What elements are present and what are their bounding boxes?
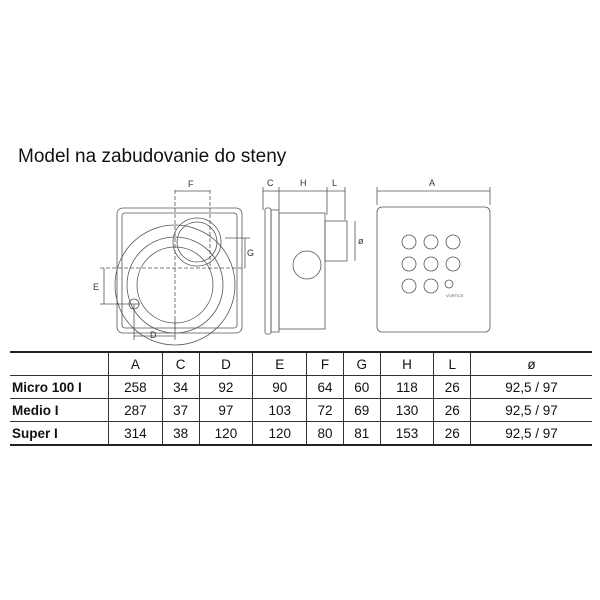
- table-header-row: A C D E F G H L ø: [10, 351, 592, 376]
- cell: 120: [198, 421, 254, 446]
- cell: 81: [342, 421, 381, 446]
- header-cell: ø: [470, 351, 592, 376]
- cell: 118: [379, 375, 435, 399]
- cell: 69: [342, 398, 381, 422]
- cell: 92,5 / 97: [470, 398, 592, 422]
- cell: 38: [161, 421, 200, 446]
- cell: 92: [198, 375, 254, 399]
- cell: 130: [379, 398, 435, 422]
- header-cell: G: [342, 351, 381, 376]
- model-name: Medio I: [10, 398, 109, 422]
- cell: 314: [108, 421, 163, 446]
- technical-drawings: F G E D C H L ø A VORTICE: [93, 178, 491, 346]
- cell: 90: [252, 375, 308, 399]
- cell: 103: [252, 398, 308, 422]
- header-cell: L: [433, 351, 472, 376]
- cell: 34: [161, 375, 200, 399]
- vortice-logo: VORTICE: [446, 293, 464, 298]
- table-row: Medio I 287 37 97 103 72 69 130 26 92,5 …: [10, 398, 592, 422]
- header-cell: C: [161, 351, 200, 376]
- dim-label-f: F: [188, 179, 194, 189]
- cell: 287: [108, 398, 163, 422]
- header-cell: A: [108, 351, 163, 376]
- dim-label-d: D: [150, 330, 157, 340]
- cover-view-drawing: [376, 187, 491, 333]
- side-view-drawing: [262, 187, 356, 335]
- cell: 64: [306, 375, 344, 399]
- cell: 92,5 / 97: [470, 421, 592, 446]
- header-cell: E: [252, 351, 308, 376]
- header-cell: F: [306, 351, 344, 376]
- cell: 153: [379, 421, 435, 446]
- dim-label-h: H: [300, 178, 307, 188]
- table-row: Micro 100 I 258 34 92 90 64 60 118 26 92…: [10, 375, 592, 399]
- dim-label-diameter: ø: [358, 236, 364, 246]
- cell: 26: [433, 375, 472, 399]
- dim-label-a: A: [429, 178, 435, 188]
- cell: 26: [433, 421, 472, 446]
- dim-label-c: C: [267, 178, 274, 188]
- cell: 97: [198, 398, 254, 422]
- dim-label-g: G: [247, 248, 254, 258]
- cell: 60: [342, 375, 381, 399]
- dim-label-e: E: [93, 282, 99, 292]
- cell: 37: [161, 398, 200, 422]
- cell: 258: [108, 375, 163, 399]
- cell: 120: [252, 421, 308, 446]
- model-name: Micro 100 I: [10, 375, 109, 399]
- cell: 72: [306, 398, 344, 422]
- front-view-drawing: [100, 190, 250, 346]
- page-title: Model na zabudovanie do steny: [18, 146, 287, 167]
- header-cell: H: [379, 351, 435, 376]
- header-cell: [10, 351, 109, 376]
- dimensions-table: A C D E F G H L ø Micro 100 I 258 34 92 …: [10, 351, 592, 446]
- dim-label-l: L: [332, 178, 337, 188]
- model-name: Super I: [10, 421, 109, 446]
- cell: 92,5 / 97: [470, 375, 592, 399]
- header-cell: D: [198, 351, 254, 376]
- cell: 26: [433, 398, 472, 422]
- cell: 80: [306, 421, 344, 446]
- table-row: Super I 314 38 120 120 80 81 153 26 92,5…: [10, 421, 592, 446]
